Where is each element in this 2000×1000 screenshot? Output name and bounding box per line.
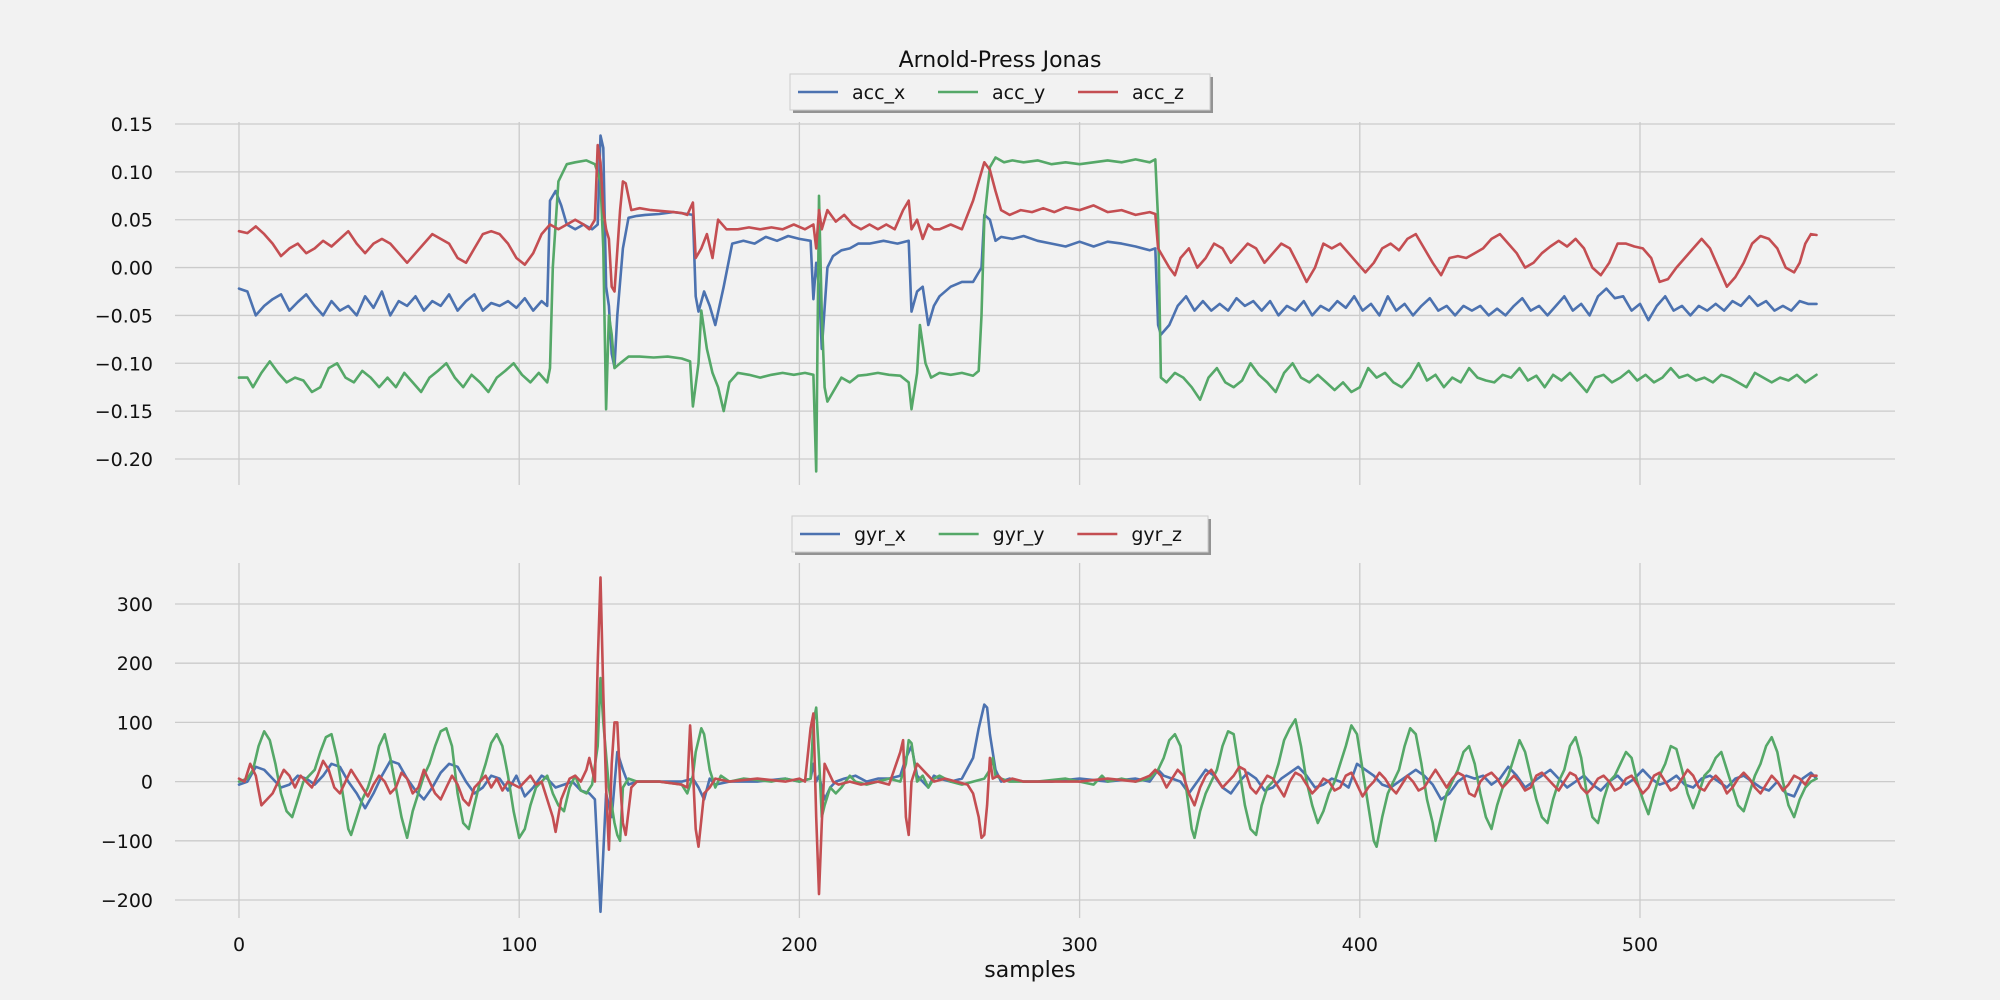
y-tick-label: −0.10: [95, 353, 153, 375]
x-tick-label: 300: [1061, 934, 1097, 956]
acc-grid: [175, 122, 1895, 485]
y-tick-label: 300: [117, 594, 153, 616]
gyr-legend: gyr_x gyr_y gyr_z: [791, 515, 1211, 555]
y-tick-label: −0.05: [95, 305, 153, 327]
legend-box: [791, 515, 1209, 553]
y-tick-label: 200: [117, 653, 153, 675]
gyr-panel: 300 200 100 0 −100 −200 0 100 200 300 400 500 gyr_…: [101, 515, 1895, 956]
y-tick-label: 0.00: [111, 258, 153, 280]
acc-legend: acc_x acc_y acc_z: [789, 73, 1213, 113]
legend-label-acc_y: acc_y: [992, 82, 1045, 104]
y-tick-label: −0.20: [95, 449, 153, 471]
y-tick-label: −0.15: [95, 401, 153, 423]
x-tick-label: 0: [233, 934, 245, 956]
acc-panel: 0.15 0.10 0.05 0.00 −0.05 −0.10 −0.15 −0.20 acc…: [95, 73, 1895, 485]
gyr-y-tick-labels: 300 200 100 0 −100 −200: [101, 594, 153, 912]
x-tick-label: 100: [501, 934, 537, 956]
y-tick-label: 0.10: [111, 162, 153, 184]
series-line-acc_x: [237, 134, 1818, 369]
series-line-gyr_z: [237, 576, 1818, 896]
legend-box: [789, 73, 1211, 111]
chart-title: Arnold-Press Jonas: [899, 48, 1102, 73]
y-tick-label: 100: [117, 712, 153, 734]
x-axis-label: samples: [984, 958, 1075, 983]
gyr-series-lines: [237, 576, 1818, 914]
acc-series-lines: [237, 134, 1818, 473]
legend-label-gyr_x: gyr_x: [854, 524, 906, 546]
y-tick-label: 0.15: [111, 114, 153, 136]
legend-label-gyr_y: gyr_y: [993, 524, 1045, 546]
series-line-acc_y: [237, 156, 1818, 473]
legend-label-acc_z: acc_z: [1132, 82, 1184, 104]
legend-label-acc_x: acc_x: [852, 82, 905, 104]
x-tick-label: 500: [1622, 934, 1658, 956]
y-tick-label: −200: [101, 890, 153, 912]
x-tick-label: 400: [1342, 934, 1378, 956]
series-line-acc_z: [237, 143, 1818, 293]
gyr-x-tick-labels: 0 100 200 300 400 500: [233, 934, 1658, 956]
x-tick-label: 200: [781, 934, 817, 956]
legend-label-gyr_z: gyr_z: [1131, 524, 1182, 546]
y-tick-label: 0.05: [111, 210, 153, 232]
y-tick-label: 0: [141, 772, 153, 794]
y-tick-label: −100: [101, 831, 153, 853]
acc-y-tick-labels: 0.15 0.10 0.05 0.00 −0.05 −0.10 −0.15 −0.20: [95, 114, 153, 471]
